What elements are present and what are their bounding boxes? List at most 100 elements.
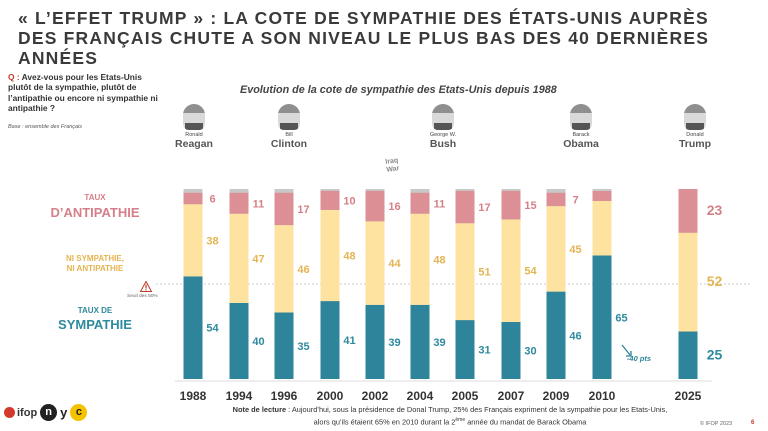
president-last: Obama — [563, 138, 599, 150]
portrait-trump — [684, 104, 706, 130]
legend-antipathie: D’ANTIPATHIE — [50, 205, 140, 220]
president-last: Trump — [678, 138, 712, 150]
bar-antipathie — [501, 190, 521, 220]
bar-sympathie — [678, 331, 698, 379]
bar-antipathie — [546, 192, 566, 207]
label-sympathie: 54 — [206, 323, 219, 335]
legend-sympathie-small: TAUX DE — [77, 306, 113, 315]
footer-logos: ifop n y c — [4, 404, 88, 421]
drop-arrow-icon — [621, 344, 632, 357]
portrait-bush — [432, 104, 454, 130]
legend-sympathie: SYMPATHIE — [58, 317, 132, 332]
bar-ni — [320, 209, 340, 302]
page-number: 6 — [751, 420, 755, 426]
label-antipathie: 15 — [524, 200, 536, 212]
bar-sympathie — [274, 312, 294, 379]
president-last: Bush — [429, 138, 457, 150]
bar-sympathie — [229, 303, 249, 379]
label-sympathie: 25 — [707, 346, 723, 362]
president-reagan: Ronald Reagan — [159, 104, 229, 150]
bar-sympathie — [320, 301, 340, 379]
question-prefix: Q : — [8, 72, 20, 82]
label-ni: 48 — [343, 251, 355, 263]
logo-n: n — [40, 404, 58, 421]
label-sympathie: 46 — [569, 330, 581, 342]
label-antipathie: 23 — [707, 202, 723, 218]
survey-base: Base : ensemble des Français — [8, 124, 82, 130]
bar-ni — [678, 232, 698, 332]
page-title: « L’EFFET TRUMP » : LA COTE DE SYMPATHIE… — [18, 8, 710, 68]
legend-ni: NI SYMPATHIE, NI ANTIPATHIE — [40, 254, 150, 274]
president-first: Donald — [686, 132, 704, 138]
bar-antipathie — [229, 192, 249, 214]
tick-label-year: 2002 — [362, 389, 389, 403]
label-sympathie: 39 — [433, 337, 445, 349]
label-antipathie: 6 — [209, 194, 215, 206]
president-bush: George W. Bush — [408, 104, 478, 150]
label-sympathie: 31 — [478, 345, 490, 357]
bar-ni — [229, 213, 249, 303]
legend-ni-line1: NI SYMPATHIE, — [66, 254, 124, 263]
portrait-reagan — [183, 104, 205, 130]
warning-icon — [139, 279, 153, 297]
bar-ni — [501, 219, 521, 322]
label-ni: 52 — [707, 273, 723, 289]
bar-sympathie — [183, 276, 203, 379]
tick-label-year: 2009 — [543, 389, 570, 403]
legend-antipathie-small: TAUX — [84, 193, 106, 202]
logo-c: c — [70, 404, 88, 421]
tick-label-year: 2004 — [407, 389, 434, 403]
tick-label-year: 1996 — [271, 389, 298, 403]
copyright: © IFOP 2023 — [700, 421, 733, 427]
label-ni: 54 — [524, 266, 537, 278]
label-ni: 51 — [478, 267, 490, 279]
logo-y: y — [60, 405, 68, 420]
survey-question: Q : Avez-vous pour les Etats-Unis plutôt… — [8, 72, 164, 114]
label-ni: 48 — [433, 254, 445, 266]
portrait-clinton — [278, 104, 300, 130]
note-line2-before: alors qu’ils étaient 65% en 2010 durant … — [313, 417, 456, 427]
label-antipathie: 10 — [343, 195, 355, 207]
bar-antipathie — [455, 190, 475, 224]
legend-ni-line2: NI ANTIPATHIE — [66, 264, 124, 273]
bar-ni — [592, 201, 612, 256]
president-last: Clinton — [270, 138, 308, 150]
label-antipathie: 11 — [253, 198, 265, 210]
bar-sympathie — [546, 291, 566, 379]
bar-sympathie — [592, 255, 612, 379]
president-last: Reagan — [175, 138, 213, 150]
label-ni: 45 — [569, 244, 581, 256]
label-ni: 47 — [252, 253, 264, 265]
note-line2-after: année du mandat de Barack Obama — [465, 417, 587, 427]
threshold-label: Seuil des 50% — [127, 294, 158, 299]
label-antipathie: 17 — [478, 202, 490, 214]
tick-label-year: 2007 — [498, 389, 525, 403]
tick-label-year: 2005 — [452, 389, 479, 403]
bar-antipathie — [320, 190, 340, 210]
president-clinton: Bill Clinton — [254, 104, 324, 150]
tick-label-year: 2010 — [589, 389, 616, 403]
label-antipathie: 7 — [572, 194, 578, 206]
bar-antipathie — [183, 192, 203, 205]
tick-label-year: 2025 — [675, 389, 702, 403]
bar-sympathie — [455, 320, 475, 379]
note-line2-sup: ème — [455, 417, 466, 423]
bar-sympathie — [501, 322, 521, 379]
label-antipathie: 17 — [297, 204, 309, 216]
bar-antipathie — [678, 189, 698, 233]
tick-label-year: 2000 — [317, 389, 344, 403]
label-antipathie: 11 — [434, 198, 446, 210]
label-antipathie: 16 — [388, 201, 400, 213]
label-ni: 46 — [297, 264, 309, 276]
bar-sympathie — [410, 304, 430, 379]
bar-ni — [365, 221, 385, 305]
president-first: Ronald — [185, 132, 203, 138]
label-sympathie: 30 — [524, 346, 536, 358]
bar-ni — [183, 204, 203, 277]
president-first: Barack — [572, 132, 590, 138]
tick-label-year: 1994 — [226, 389, 253, 403]
label-sympathie: 39 — [388, 337, 400, 349]
president-first: George W. — [429, 132, 457, 138]
label-ni: 44 — [388, 258, 401, 270]
